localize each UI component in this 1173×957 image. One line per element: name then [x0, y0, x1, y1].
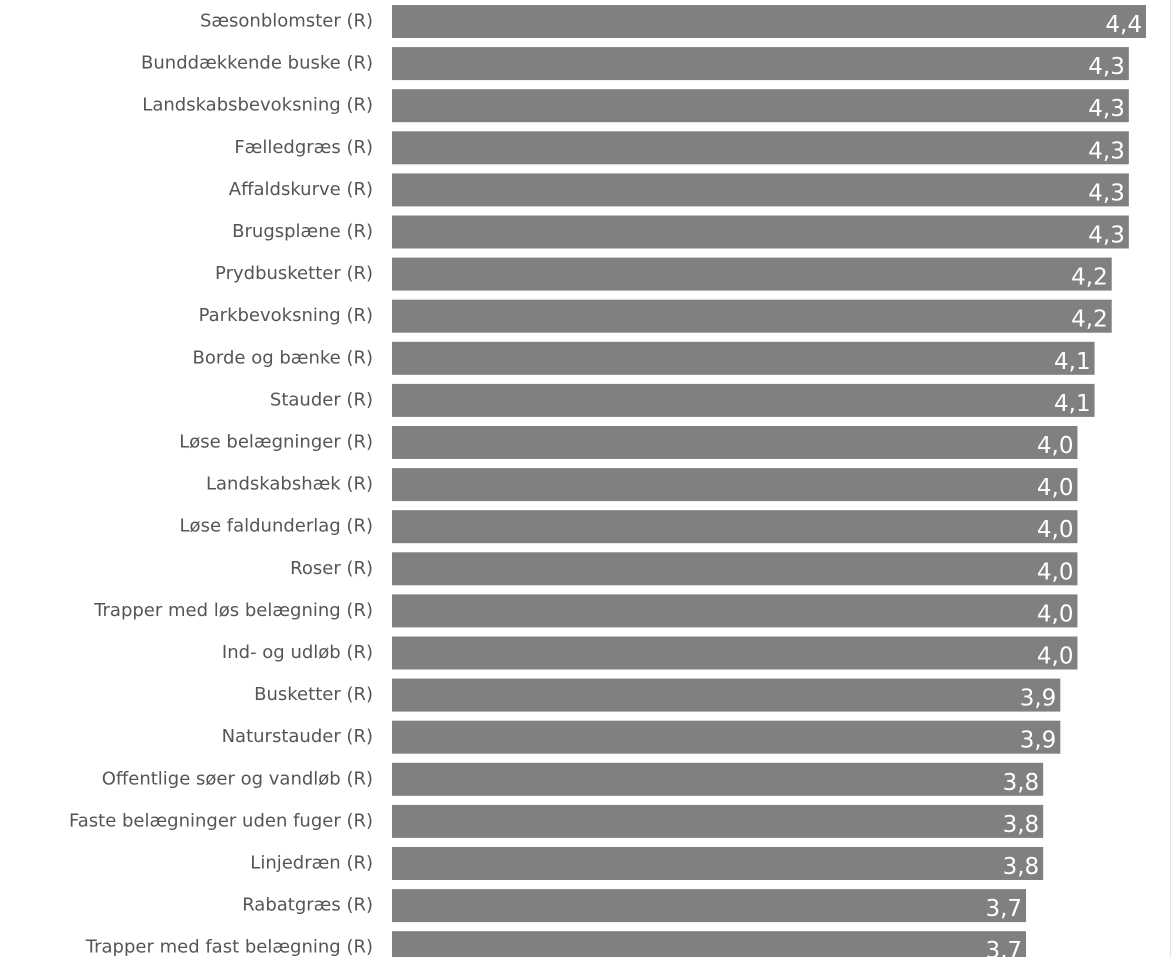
category-label: Stauder (R) [270, 389, 373, 410]
category-label: Sæsonblomster (R) [200, 11, 373, 32]
bar [392, 468, 1078, 502]
bar [392, 131, 1129, 165]
bar [392, 636, 1078, 670]
bar [392, 341, 1095, 375]
category-label: Offentlige søer og vandløb (R) [102, 768, 373, 789]
value-label: 3,8 [1003, 812, 1040, 838]
category-label: Affaldskurve (R) [229, 179, 373, 200]
category-label: Parkbevoksning (R) [199, 305, 373, 326]
value-label: 4,3 [1088, 96, 1125, 122]
bar [392, 299, 1112, 333]
category-label: Rabatgræs (R) [242, 895, 373, 916]
category-label: Brugsplæne (R) [232, 221, 373, 242]
value-label: 3,9 [1020, 728, 1057, 754]
category-label: Busketter (R) [254, 684, 373, 705]
value-label: 4,0 [1037, 475, 1074, 501]
category-label: Trapper med løs belægning (R) [93, 600, 373, 621]
value-label: 3,8 [1003, 770, 1040, 796]
category-label: Linjedræn (R) [250, 853, 373, 874]
bar [392, 257, 1112, 291]
bar [392, 847, 1044, 880]
category-label: Faste belægninger uden fuger (R) [69, 810, 373, 831]
bar [392, 215, 1129, 249]
value-label: 3,7 [985, 938, 1022, 957]
bar [392, 552, 1078, 586]
value-label: 4,1 [1054, 391, 1091, 417]
bar [392, 510, 1078, 544]
category-label: Roser (R) [290, 558, 373, 579]
bar [392, 804, 1044, 838]
value-label: 4,1 [1054, 349, 1091, 375]
category-label: Trapper med fast belægning (R) [85, 937, 373, 957]
bar [392, 762, 1044, 796]
category-label: Løse belægninger (R) [179, 432, 373, 453]
value-label: 4,0 [1037, 559, 1074, 585]
value-label: 4,3 [1088, 223, 1125, 249]
bar [392, 931, 1027, 957]
bar [392, 5, 1146, 38]
category-label: Bunddækkende buske (R) [141, 53, 373, 74]
bar [392, 889, 1027, 923]
bar [392, 678, 1061, 712]
category-label: Landskabsbevoksning (R) [142, 95, 373, 116]
value-label: 4,0 [1037, 433, 1074, 459]
category-label: Naturstauder (R) [222, 726, 373, 747]
category-label: Ind- og udløb (R) [222, 642, 373, 663]
value-label: 3,8 [1003, 854, 1040, 880]
bar [392, 173, 1129, 207]
bar [392, 594, 1078, 628]
category-label: Landskabshæk (R) [206, 474, 373, 495]
bar [392, 47, 1129, 81]
value-label: 4,0 [1037, 517, 1074, 543]
bar [392, 720, 1061, 754]
category-label: Fælledgræs (R) [234, 137, 373, 158]
value-label: 4,0 [1037, 644, 1074, 670]
value-label: 4,4 [1105, 12, 1142, 38]
value-label: 4,3 [1088, 138, 1125, 164]
category-label: Løse faldunderlag (R) [180, 516, 373, 537]
value-label: 4,2 [1071, 265, 1108, 291]
bar [392, 383, 1095, 417]
value-label: 4,2 [1071, 307, 1108, 333]
bar [392, 426, 1078, 459]
value-label: 4,0 [1037, 601, 1074, 627]
category-label: Prydbusketter (R) [215, 263, 373, 284]
category-label: Borde og bænke (R) [193, 347, 373, 368]
value-label: 3,9 [1020, 686, 1057, 712]
value-label: 4,3 [1088, 54, 1125, 80]
value-label: 4,3 [1088, 180, 1125, 206]
value-label: 3,7 [985, 896, 1022, 922]
bar [392, 89, 1129, 123]
